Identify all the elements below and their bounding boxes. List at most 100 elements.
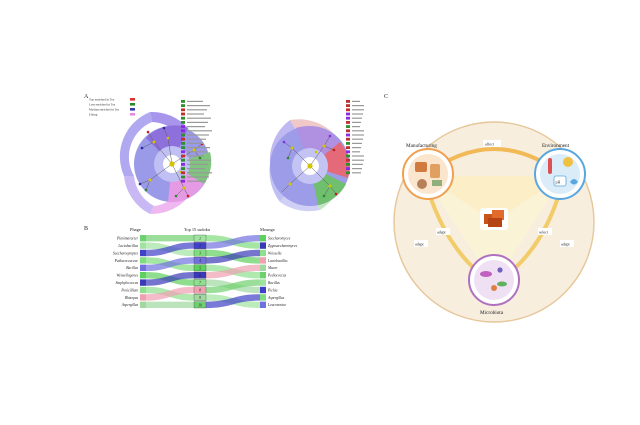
legend-mid-swatch: [181, 146, 185, 149]
flow-band: [206, 294, 260, 308]
legend-mid-text: [187, 180, 206, 182]
legend-right-swatch: [346, 163, 350, 166]
right-node: [260, 301, 266, 308]
legend-right-swatch: [346, 129, 350, 133]
mid-node: [193, 279, 207, 286]
legend-mid-text: [187, 159, 211, 161]
legend-right-text: [352, 159, 364, 161]
left-node: [140, 294, 146, 301]
mid-label: 2: [199, 244, 201, 248]
legend-right-text: [352, 163, 363, 165]
mid-node: [193, 257, 207, 264]
panel-c-label: C: [384, 94, 389, 100]
center-product-node: [480, 208, 508, 230]
legend-right-swatch: [346, 125, 350, 128]
legend-right-swatch: [346, 150, 350, 154]
legend-right-text: [352, 168, 362, 170]
legend-right-swatch: [346, 158, 350, 162]
left-node: [140, 257, 146, 264]
left-column: Planimaracter Lactobacillus Saccharosympte…: [113, 235, 146, 308]
panel-b-label: B: [84, 226, 89, 232]
legend-mid-text: [187, 168, 205, 170]
legend-right-swatch: [346, 104, 350, 107]
legend-mid-text: [187, 147, 210, 149]
right-label: Saccharomyces: [268, 237, 291, 241]
legend-right-text: [352, 121, 361, 123]
flow-band: [206, 235, 260, 249]
left-node: [140, 286, 146, 294]
mid-node: [193, 271, 207, 279]
right-label: Zygosaccharomyces: [268, 244, 298, 248]
left-label: Rhizopus: [124, 296, 139, 300]
left-label: Lactobacillus: [117, 244, 138, 248]
legend-mid-swatch: [181, 108, 185, 112]
legend-mid-text: [187, 100, 203, 102]
legend-mid-swatch: [181, 100, 185, 103]
legend-right-swatch: [346, 100, 350, 103]
right-label: Pediococcus: [267, 274, 287, 278]
flow-band: [206, 249, 260, 264]
left-label: Staphylococcus: [116, 281, 139, 285]
right-label: Mucor: [267, 266, 278, 270]
legend-mid-swatch: [181, 129, 185, 133]
mid-node: [193, 301, 207, 309]
mid-column: 1 2 3 4 5 6 7 8 9 10: [193, 234, 207, 309]
legend-right-swatch: [346, 121, 350, 124]
legend-right-swatch: [346, 142, 350, 145]
legend-right-text: [352, 105, 364, 107]
legend-mid-text: [187, 134, 209, 136]
manufacturing-label: Manufacturing: [406, 142, 437, 149]
legend-mid-swatch: [181, 137, 185, 141]
legend-right-swatch: [346, 167, 350, 170]
affect-label: affect: [485, 142, 495, 147]
cladogram-left: [119, 111, 212, 215]
legend-mid: [181, 100, 212, 183]
legend-mid-swatch: [181, 142, 185, 145]
left-node: [140, 249, 146, 257]
legend-right-text: [352, 130, 364, 132]
flow-band: [146, 301, 194, 308]
right-node: [260, 272, 266, 279]
mid-node: [193, 294, 207, 301]
legend-mid-text: [187, 121, 208, 123]
right-node: [260, 235, 266, 242]
ph-text: pH: [556, 180, 561, 185]
flow-band: [146, 257, 194, 271]
legend-label-2: Less enriched in Tea: [89, 102, 116, 106]
legend-right-swatch: [346, 171, 350, 175]
legend-mid-swatch: [181, 133, 185, 137]
left-node: [140, 242, 146, 249]
panel-a-figure: Top enriched in Tea Less enriched in Tea…: [89, 97, 364, 215]
mid-node: [193, 234, 207, 242]
right-node: [260, 249, 266, 257]
legend-right-text: [352, 100, 360, 102]
legend-label-4: Fixing: [89, 112, 98, 116]
legend-mid-text: [187, 117, 211, 119]
right-label: Pichia: [267, 288, 278, 292]
right-node: [260, 257, 266, 264]
legend-right-text: [352, 117, 362, 119]
panel-a-label: A: [84, 94, 89, 100]
mid-label: 7: [199, 281, 201, 285]
right-node: [260, 242, 266, 249]
legend-mid-text: [187, 113, 204, 115]
legend-mid-text: [187, 126, 205, 128]
legend-mid-text: [187, 130, 212, 132]
environment-node: pH Environment: [534, 143, 586, 200]
left-label: Bacillus: [126, 266, 138, 270]
legend-right-text: [352, 138, 363, 140]
panel-c-figure: Manufacturing pH Environment Microbiota …: [393, 121, 595, 323]
right-label: Weissella: [268, 251, 282, 255]
legend-right-text: [352, 172, 361, 174]
alluvial-flows: [146, 235, 260, 308]
mid-node: [193, 249, 207, 257]
mid-label: 6: [199, 274, 201, 278]
right-label: Aspergillus: [267, 296, 285, 300]
legend-mid-swatch: [181, 179, 185, 183]
legend-right-swatch: [346, 133, 350, 137]
right-node: [260, 294, 266, 301]
mid-label: 4: [199, 259, 201, 263]
legend-swatch-1: [130, 98, 135, 101]
legend-right-text: [352, 142, 362, 144]
left-node: [140, 272, 146, 279]
